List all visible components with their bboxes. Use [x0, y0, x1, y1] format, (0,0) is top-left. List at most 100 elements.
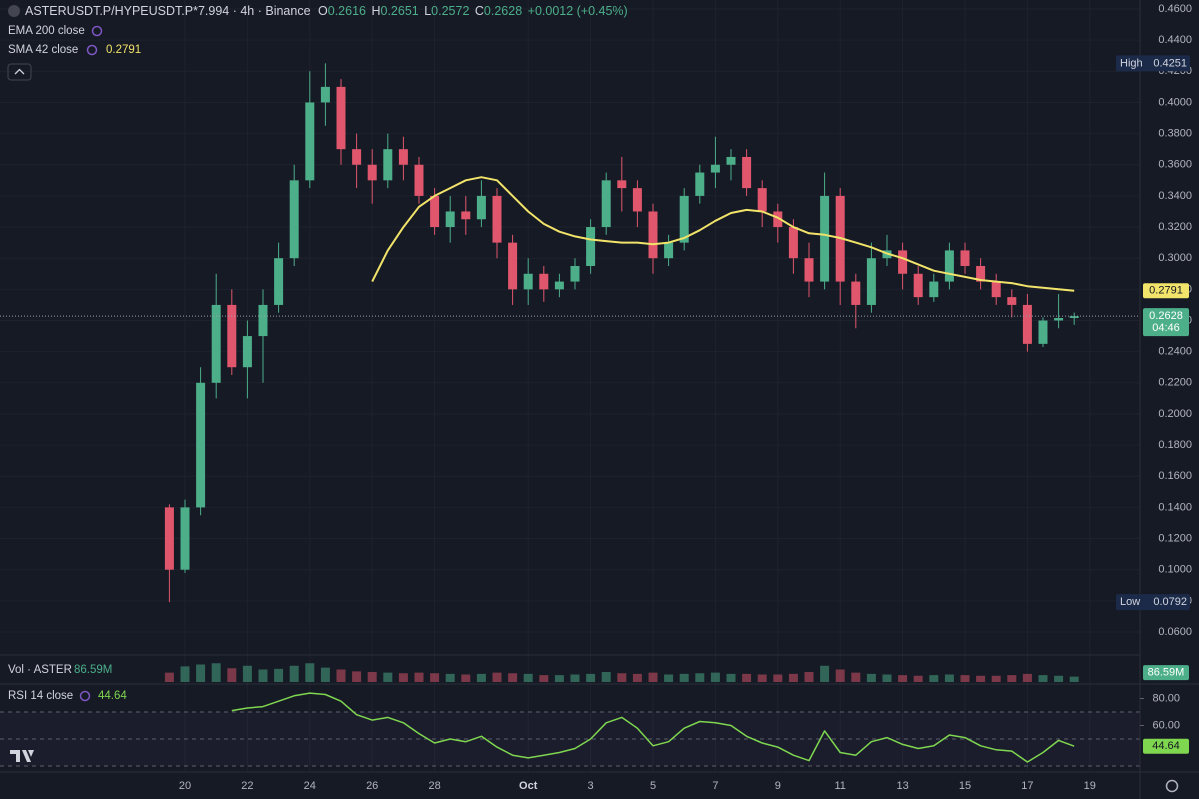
rsi-legend[interactable]: RSI 14 close [8, 690, 73, 702]
volume-bar [196, 664, 206, 682]
candle-body [804, 258, 814, 282]
x-tick-label: Oct [519, 780, 538, 792]
price-tag-bg [1143, 308, 1189, 337]
candle-body [196, 382, 206, 508]
high-marker-value: 0.4251 [1153, 57, 1187, 69]
candle-body [944, 250, 954, 282]
candle-body [601, 180, 611, 228]
volume-bar [944, 674, 954, 682]
y-tick-label: 0.3200 [1158, 221, 1192, 233]
volume-legend[interactable]: Vol · ASTER [8, 664, 72, 676]
volume-bar [242, 665, 252, 682]
x-tick-label: 9 [775, 780, 781, 792]
volume-bar [414, 672, 424, 682]
candle-body [726, 156, 736, 165]
indicator-icon[interactable] [86, 44, 98, 56]
y-tick-label: 0.1200 [1158, 532, 1192, 544]
candle-body [492, 195, 502, 243]
volume-bar [976, 675, 986, 682]
sma-tag-bg [1143, 283, 1189, 299]
volume-bar [227, 668, 237, 682]
y-tick-label: 0.4000 [1158, 96, 1192, 108]
ohlc-value: 0.2572 [431, 4, 469, 18]
x-tick-label: 24 [304, 780, 316, 792]
x-tick-label: 13 [896, 780, 908, 792]
volume-bar [898, 675, 908, 682]
volume-bar [664, 674, 674, 682]
candle-body [211, 304, 221, 383]
y-tick-label: 0.3600 [1158, 159, 1192, 171]
volume-bar [367, 672, 377, 682]
indicator-icon[interactable] [79, 690, 91, 702]
candle-body [632, 188, 642, 212]
grid [0, 711, 1140, 767]
countdown: 04:46 [1152, 322, 1180, 334]
candle-body [180, 507, 190, 570]
y-tick-label: 0.2000 [1158, 408, 1192, 420]
candle-body [445, 211, 455, 228]
volume-bar [274, 668, 284, 682]
ohlc-value: 0.2628 [484, 4, 522, 18]
rsi-tick-label: 80.00 [1152, 692, 1180, 704]
x-tick-label: 26 [366, 780, 378, 792]
indicator-legend[interactable]: EMA 200 close [8, 25, 85, 37]
volume-bar [211, 663, 221, 682]
volume-tag-bg [1143, 665, 1189, 681]
volume-bar [164, 672, 174, 682]
candle-body [352, 149, 362, 165]
volume-bar [742, 673, 752, 682]
volume-bar [508, 673, 518, 682]
candle-body [461, 211, 471, 220]
candle-body [539, 273, 549, 290]
candle-body [710, 164, 720, 173]
rsi-tick-label: 60.00 [1152, 719, 1180, 731]
indicator-legend[interactable]: SMA 42 close [8, 44, 78, 56]
candle-body [1054, 318, 1064, 321]
y-tick-label: 0.0600 [1158, 626, 1192, 638]
volume-bar [617, 673, 627, 682]
volume-bar [1069, 676, 1079, 682]
volume-bar [773, 674, 783, 682]
volume-bar [913, 675, 923, 682]
ohlc-value: 0.2616 [328, 4, 366, 18]
symbol-title: ASTERUSDT.P/HYPEUSDT.P*7.994 · 4h · Bina… [25, 4, 311, 18]
candle-body [1007, 297, 1017, 305]
ohlc-label: C [475, 4, 484, 18]
volume-bar [788, 673, 798, 682]
volume-tag: 86.59M [1148, 666, 1185, 678]
candle-body [476, 195, 486, 220]
settings-button[interactable] [1165, 779, 1179, 793]
volume-bar [632, 673, 642, 682]
volume-bar [289, 665, 299, 682]
y-tick-label: 0.3000 [1158, 252, 1192, 264]
low-marker-value: 0.0792 [1153, 596, 1187, 608]
candle-body [164, 507, 174, 570]
rsi-line [231, 692, 1075, 763]
volume-bar [492, 672, 502, 682]
volume-bar [820, 665, 830, 682]
candle-body [788, 227, 798, 259]
y-tick-label: 0.2200 [1158, 377, 1192, 389]
volume-bar [695, 673, 705, 682]
indicator-icon[interactable] [91, 25, 103, 37]
volume-value: 86.59M [74, 664, 112, 676]
candle-body [648, 211, 658, 259]
volume-bar [960, 675, 970, 682]
candle-body [367, 164, 377, 181]
collapse-button[interactable] [7, 63, 32, 81]
candle-body [898, 250, 908, 274]
y-tick-label: 0.1800 [1158, 439, 1192, 451]
candle-body [586, 227, 596, 266]
candle-body [960, 250, 970, 266]
volume-bar [1054, 675, 1064, 682]
x-tick-label: 17 [1021, 780, 1033, 792]
price-change: +0.0012 (+0.45%) [528, 4, 628, 18]
price-tag: 0.2628 [1149, 310, 1183, 322]
collapse-icon[interactable] [14, 68, 25, 75]
y-tick-label: 0.1000 [1158, 564, 1192, 576]
candle-body [430, 195, 440, 228]
logo[interactable] [10, 750, 34, 762]
